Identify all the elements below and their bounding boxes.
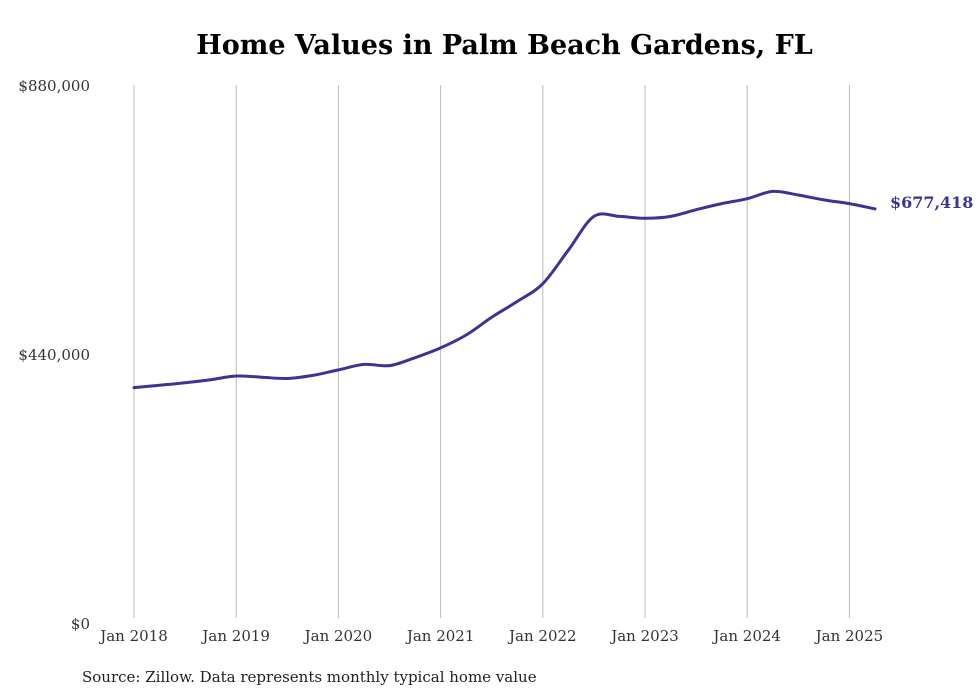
data-point — [183, 381, 187, 385]
data-point — [413, 356, 417, 360]
x-tick-label: Jan 2019 — [200, 627, 270, 645]
data-point — [209, 378, 213, 382]
data-point — [234, 374, 238, 378]
data-point — [796, 193, 800, 197]
data-point — [822, 198, 826, 202]
data-point — [592, 214, 596, 218]
data-point — [439, 346, 443, 350]
data-point — [771, 189, 775, 193]
series-line — [132, 189, 877, 390]
data-point — [336, 368, 340, 372]
data-point — [285, 376, 289, 380]
y-axis-ticks: $0 $440,000 $880,000 — [18, 77, 90, 633]
data-point — [694, 208, 698, 212]
data-point — [541, 282, 545, 286]
data-point — [388, 364, 392, 368]
data-point — [515, 299, 519, 303]
data-point — [847, 202, 851, 206]
data-point — [311, 373, 315, 377]
x-tick-label: Jan 2022 — [507, 627, 577, 645]
data-point — [720, 202, 724, 206]
data-point — [490, 315, 494, 319]
series-layer — [132, 189, 877, 390]
source-note: Source: Zillow. Data represents monthly … — [82, 668, 537, 686]
data-point — [873, 207, 877, 211]
x-tick-label: Jan 2020 — [303, 627, 373, 645]
x-tick-label: Jan 2024 — [711, 627, 781, 645]
label-layer: $677,418 — [890, 193, 974, 212]
x-tick-label: Jan 2025 — [814, 627, 884, 645]
end-value-label: $677,418 — [890, 193, 974, 212]
x-tick-label: Jan 2021 — [405, 627, 475, 645]
gridlines — [133, 85, 850, 618]
data-point — [566, 248, 570, 252]
data-point — [362, 362, 366, 366]
x-tick-label: Jan 2018 — [98, 627, 168, 645]
y-tick-label: $440,000 — [18, 346, 90, 364]
data-point — [643, 216, 647, 220]
y-tick-label: $0 — [71, 615, 90, 633]
data-point — [158, 383, 162, 387]
data-point — [260, 375, 264, 379]
data-point — [464, 333, 468, 337]
data-point — [669, 214, 673, 218]
data-point — [745, 197, 749, 201]
y-tick-label: $880,000 — [18, 77, 90, 95]
data-point — [617, 214, 621, 218]
x-tick-label: Jan 2023 — [609, 627, 679, 645]
chart-title: Home Values in Palm Beach Gardens, FL — [196, 30, 813, 61]
data-point — [132, 386, 136, 390]
x-axis-ticks: Jan 2018 Jan 2019 Jan 2020 Jan 2021 Jan 2022… — [98, 627, 883, 645]
